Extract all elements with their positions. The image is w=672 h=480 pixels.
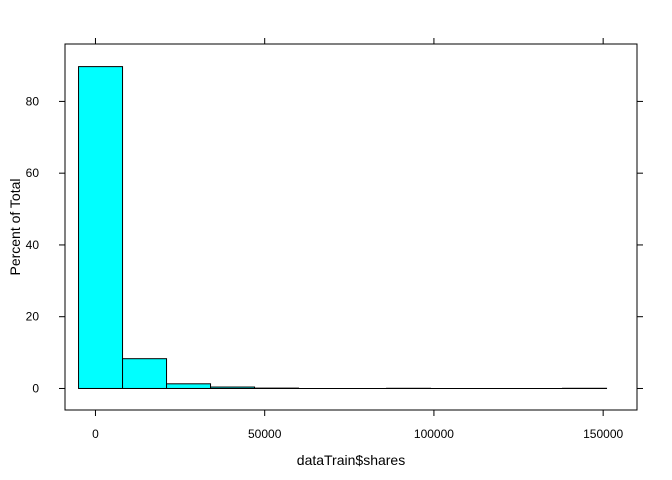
ticks-layer (59, 38, 643, 416)
x-tick-label: 0 (92, 427, 99, 441)
plot-frame (64, 43, 638, 411)
histogram-bar (166, 383, 212, 389)
y-axis-title: Percent of Total (7, 178, 23, 275)
x-tick-label: 50000 (248, 427, 282, 441)
y-tick-label: 0 (32, 381, 39, 395)
y-tick-label: 20 (26, 310, 40, 324)
tick-labels-layer: 0 50000 100000 150000 0 20 40 60 80 (26, 94, 624, 441)
y-tick-label: 40 (26, 238, 40, 252)
x-tick-label: 100000 (414, 427, 454, 441)
x-axis-title: dataTrain$shares (297, 452, 405, 468)
x-tick-label: 150000 (583, 427, 623, 441)
y-tick-label: 60 (26, 166, 40, 180)
bars-layer (78, 66, 608, 389)
histogram-bar (78, 66, 124, 389)
y-tick-label: 80 (26, 94, 40, 108)
histogram-bar (122, 358, 168, 389)
